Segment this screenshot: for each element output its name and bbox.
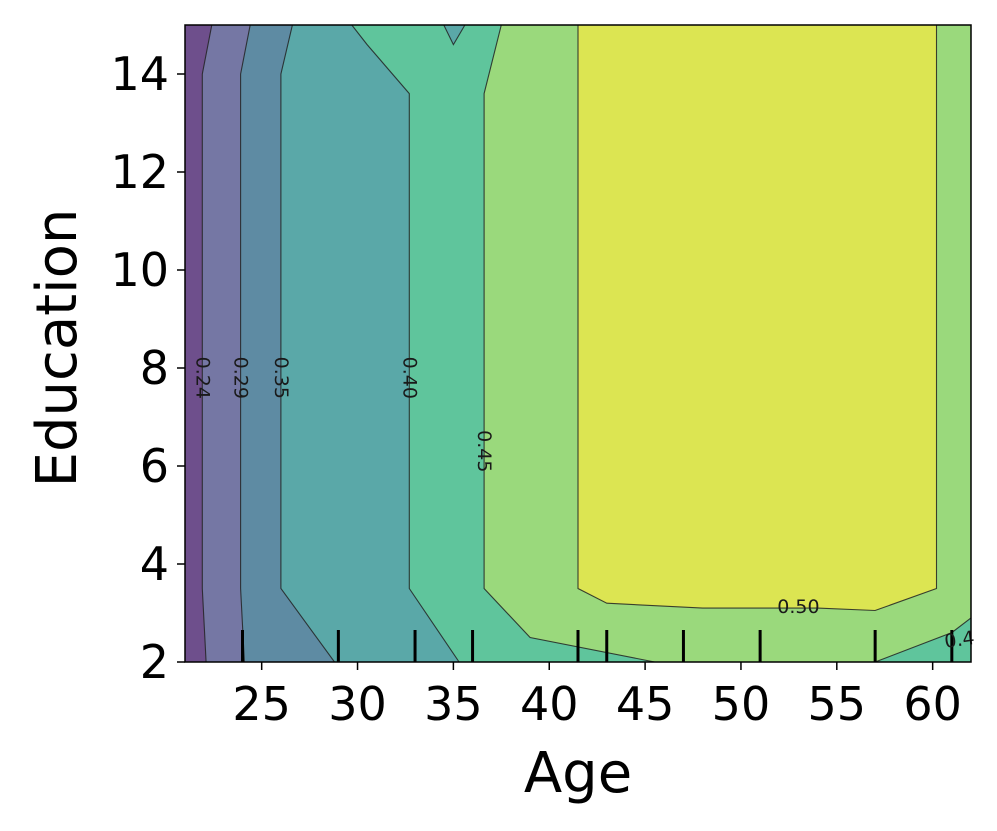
- contour-line-0.35: [280, 25, 335, 662]
- fill-corner-0.40-0.45: [875, 617, 971, 662]
- x-tick-label: 35: [424, 677, 483, 731]
- contour-lines: [201, 25, 971, 662]
- x-tick-label: 50: [712, 677, 771, 731]
- y-tick-label: 12: [110, 145, 169, 199]
- y-axis-label: Education: [25, 209, 90, 488]
- x-tick-label: 25: [232, 677, 291, 731]
- fill-notch-0.35-0.40: [443, 25, 465, 45]
- contour-label: 0.45: [473, 430, 495, 472]
- y-axis: 2 4 6 8 10 12 14: [110, 47, 185, 689]
- y-tick-label: 14: [110, 47, 169, 101]
- contour-line-0.45: [483, 25, 655, 662]
- contour-line-0.50: [577, 25, 938, 612]
- fill-above-0.50: [578, 25, 937, 611]
- y-tick-label: 6: [140, 439, 169, 493]
- y-tick-label: 10: [110, 243, 169, 297]
- rug-ticks: [241, 630, 954, 662]
- contour-line-0.40: [351, 25, 460, 662]
- contour-label: 0.40: [398, 357, 420, 399]
- x-tick-label: 55: [808, 677, 867, 731]
- plot-frame: [184, 24, 972, 663]
- contour-label: 0.35: [270, 357, 292, 399]
- x-tick-label: 30: [328, 677, 387, 731]
- contour-line-0.45: [443, 25, 466, 46]
- x-tick-label: 45: [616, 677, 675, 731]
- contour-label: 0.24: [191, 357, 213, 399]
- contour-label: 0.29: [230, 357, 252, 399]
- y-tick-label: 8: [140, 341, 169, 395]
- x-tick-label: 60: [903, 677, 962, 731]
- y-tick-label: 4: [140, 537, 169, 591]
- contour-line-0.29: [240, 25, 251, 662]
- x-axis: 25 30 35 40 45 50 55 60: [232, 662, 962, 731]
- y-tick-label: 2: [140, 635, 169, 689]
- contour-label: 0.50: [777, 596, 819, 618]
- x-axis-label: Age: [524, 741, 632, 806]
- fill-below-0.24: [185, 25, 212, 662]
- contour-line-0.24: [201, 25, 213, 662]
- x-tick-label: 40: [520, 677, 579, 731]
